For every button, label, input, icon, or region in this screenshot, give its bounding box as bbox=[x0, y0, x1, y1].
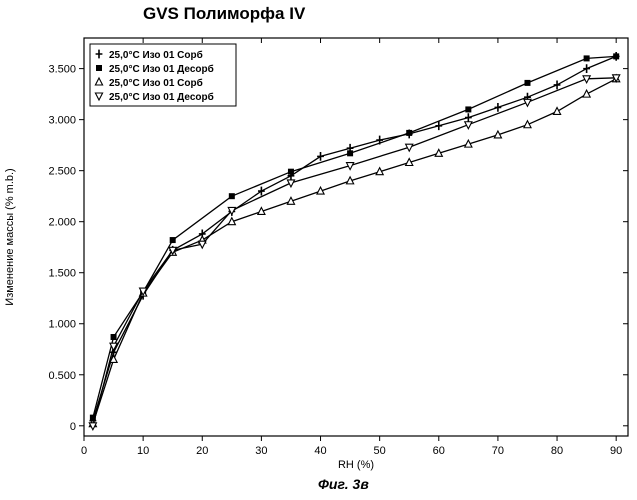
x-tick-label: 40 bbox=[314, 445, 326, 457]
y-axis-label: Изменение массы (% m.b.) bbox=[4, 168, 16, 305]
data-point-plus bbox=[258, 187, 265, 196]
x-tick-label: 30 bbox=[255, 445, 267, 457]
data-point-square bbox=[524, 80, 530, 86]
figure-caption: Фиг. 3в bbox=[318, 476, 369, 492]
y-tick-label: 2.500 bbox=[48, 166, 76, 178]
legend-label: 25,0°C Изо 01 Десорб bbox=[109, 91, 214, 103]
series-1 bbox=[89, 52, 619, 425]
y-tick-label: 3.000 bbox=[48, 115, 76, 127]
legend-label: 25,0°C Изо 01 Сорб bbox=[109, 77, 203, 89]
series-2 bbox=[90, 53, 619, 420]
data-point-plus bbox=[583, 64, 590, 73]
legend-label: 25,0°C Изо 01 Десорб bbox=[109, 63, 214, 75]
data-point-plus bbox=[554, 81, 561, 90]
data-point-triangle-up bbox=[583, 90, 590, 97]
y-tick-label: 0.500 bbox=[48, 370, 76, 382]
data-point-plus bbox=[495, 103, 502, 112]
y-tick-label: 1.500 bbox=[48, 268, 76, 280]
data-point-square bbox=[111, 334, 117, 340]
series-3 bbox=[89, 75, 620, 427]
legend-item: 25,0°C Изо 01 Сорб bbox=[95, 77, 202, 89]
data-point-square bbox=[465, 106, 471, 112]
y-tick-label: 3.500 bbox=[48, 64, 76, 76]
data-point-square bbox=[229, 193, 235, 199]
x-tick-label: 10 bbox=[137, 445, 149, 457]
legend-item: 25,0°C Изо 01 Сорб bbox=[96, 49, 203, 61]
data-point-square bbox=[96, 65, 102, 71]
data-point-square bbox=[347, 150, 353, 156]
data-point-plus bbox=[317, 152, 324, 161]
x-tick-label: 90 bbox=[610, 445, 622, 457]
data-point-square bbox=[584, 55, 590, 61]
legend-item: 25,0°C Изо 01 Десорб bbox=[96, 63, 214, 75]
y-tick-label: 2.000 bbox=[48, 217, 76, 229]
y-tick-label: 1.000 bbox=[48, 319, 76, 331]
x-axis-label: RH (%) bbox=[338, 459, 374, 471]
data-point-triangle-up bbox=[553, 107, 560, 114]
x-tick-label: 80 bbox=[551, 445, 563, 457]
legend: 25,0°C Изо 01 Сорб 25,0°C Изо 01 Десорб 25… bbox=[90, 44, 236, 106]
data-point-square bbox=[170, 237, 176, 243]
legend-item: 25,0°C Изо 01 Десорб bbox=[95, 91, 213, 103]
x-tick-label: 50 bbox=[374, 445, 386, 457]
data-point-plus bbox=[465, 113, 472, 122]
data-point-square bbox=[406, 130, 412, 136]
data-point-square bbox=[288, 169, 294, 175]
series-4 bbox=[89, 75, 620, 430]
x-tick-label: 0 bbox=[81, 445, 87, 457]
x-tick-label: 70 bbox=[492, 445, 504, 457]
x-tick-label: 60 bbox=[433, 445, 445, 457]
x-tick-label: 20 bbox=[196, 445, 208, 457]
legend-label: 25,0°C Изо 01 Сорб bbox=[109, 49, 203, 61]
series-layer bbox=[89, 52, 620, 430]
y-tick-label: 0 bbox=[70, 421, 76, 433]
series-line bbox=[93, 56, 616, 417]
data-point-square bbox=[613, 53, 619, 59]
